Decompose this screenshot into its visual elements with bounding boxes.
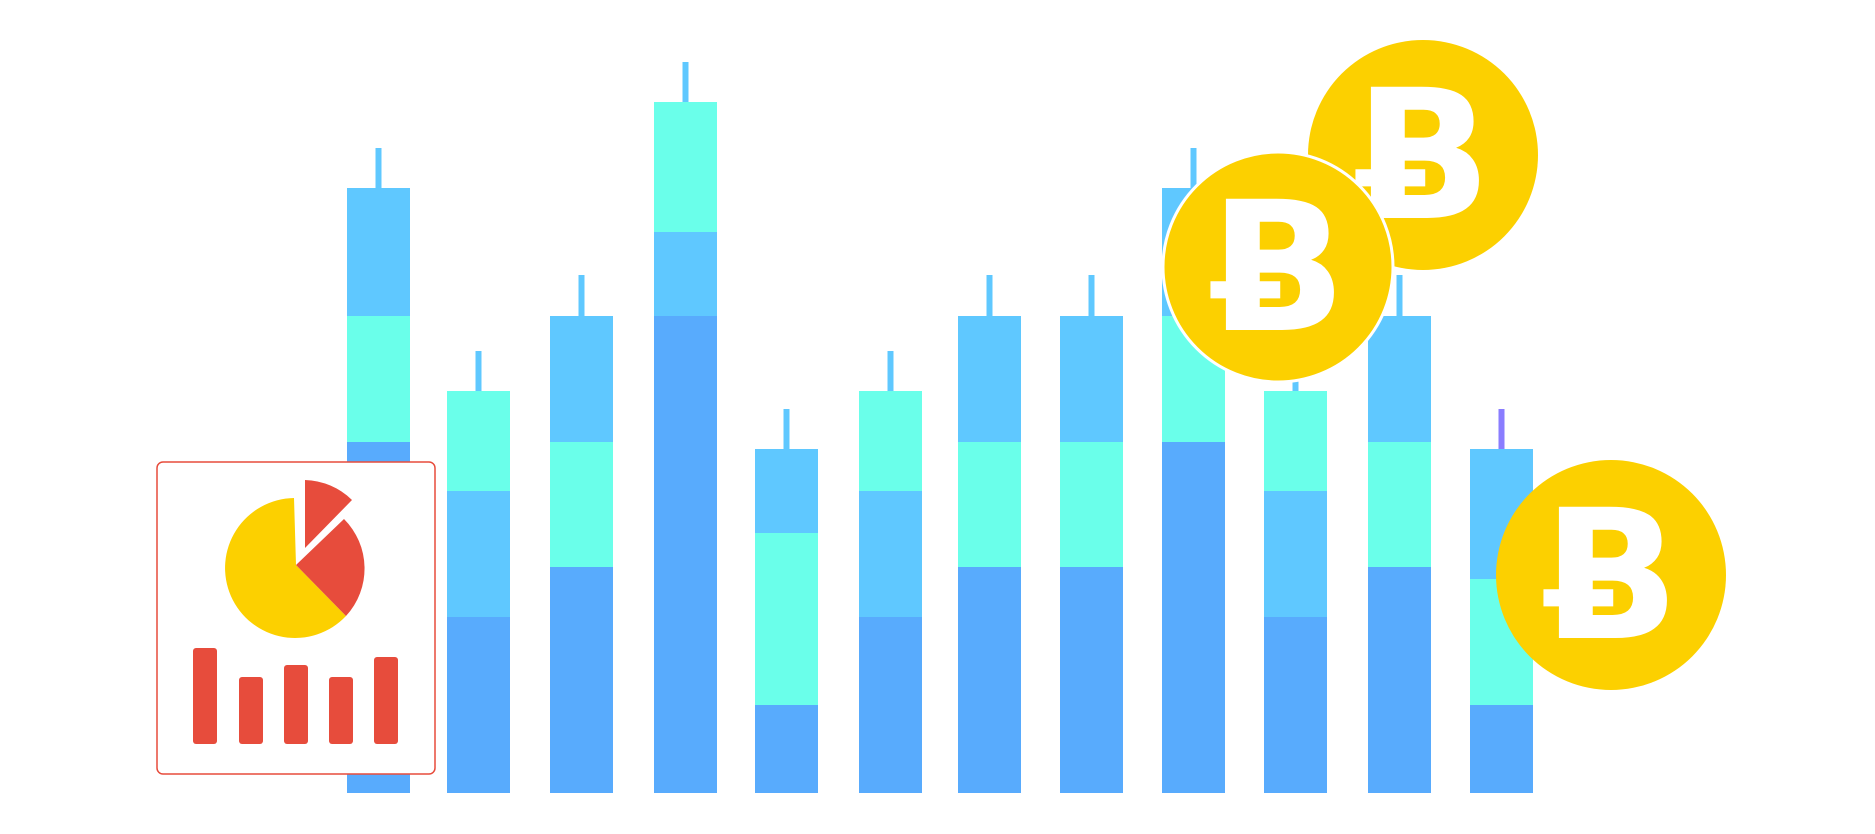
candle-wick	[887, 351, 894, 391]
candle-bar	[1368, 275, 1431, 793]
candle-wick	[475, 351, 482, 391]
candle-segment	[550, 567, 613, 793]
candle-segment	[1264, 491, 1327, 617]
candle-segment	[1264, 617, 1327, 793]
report-bar	[374, 657, 398, 744]
candle-bar	[958, 275, 1021, 793]
pie-slice-red-right	[296, 519, 365, 616]
candle-segment	[347, 316, 410, 442]
candle-segment	[1470, 705, 1533, 793]
candle-wick	[1088, 275, 1095, 316]
candle-bar	[654, 62, 717, 793]
candle-segment	[1060, 316, 1123, 442]
candle-segment	[859, 391, 922, 491]
report-bar	[284, 665, 308, 744]
candlestick-bars	[347, 62, 1533, 793]
bitcoin-coin-icon: Ƀ	[1161, 150, 1395, 384]
candle-segment	[958, 442, 1021, 567]
candle-bar	[1264, 351, 1327, 793]
candle-segment	[654, 102, 717, 232]
bar-chart-icon	[193, 648, 398, 744]
candle-segment	[1162, 442, 1225, 793]
candle-bar	[755, 409, 818, 793]
bitcoin-coin-icon: Ƀ	[1496, 460, 1726, 690]
candle-wick	[1498, 409, 1505, 449]
candle-wick	[682, 62, 689, 102]
candle-segment	[755, 705, 818, 793]
report-card-icon	[156, 461, 436, 775]
candle-bar	[447, 351, 510, 793]
candle-segment	[859, 491, 922, 617]
pie-slice-red-top	[305, 480, 352, 548]
candle-segment	[1368, 316, 1431, 442]
report-bar	[193, 648, 217, 744]
bitcoin-symbol: Ƀ	[1542, 472, 1679, 681]
candle-segment	[1060, 442, 1123, 567]
candle-segment	[447, 617, 510, 793]
candle-bar	[1060, 275, 1123, 793]
candle-segment	[755, 449, 818, 533]
candle-wick	[375, 148, 382, 188]
candle-bar	[550, 275, 613, 793]
report-bar	[329, 677, 353, 744]
candle-wick	[578, 275, 585, 316]
candle-segment	[958, 316, 1021, 442]
candle-bar	[859, 351, 922, 793]
candle-segment	[958, 567, 1021, 793]
candle-wick	[1190, 148, 1197, 188]
candle-segment	[654, 232, 717, 316]
candle-segment	[755, 533, 818, 705]
candle-segment	[447, 391, 510, 491]
report-bar	[239, 677, 263, 744]
candle-segment	[1368, 442, 1431, 567]
bitcoin-symbol: Ƀ	[1209, 164, 1346, 373]
pie-chart-icon	[225, 480, 365, 638]
candle-segment	[550, 442, 613, 567]
candle-segment	[654, 316, 717, 793]
candle-segment	[1264, 391, 1327, 491]
candle-segment	[859, 617, 922, 793]
candle-wick	[1396, 275, 1403, 316]
candle-wick	[986, 275, 993, 316]
candle-segment	[550, 316, 613, 442]
candle-segment	[1060, 567, 1123, 793]
candle-wick	[783, 409, 790, 449]
candle-segment	[1368, 567, 1431, 793]
candle-segment	[447, 491, 510, 617]
candle-segment	[347, 188, 410, 316]
pie-slice-yellow	[225, 498, 346, 638]
